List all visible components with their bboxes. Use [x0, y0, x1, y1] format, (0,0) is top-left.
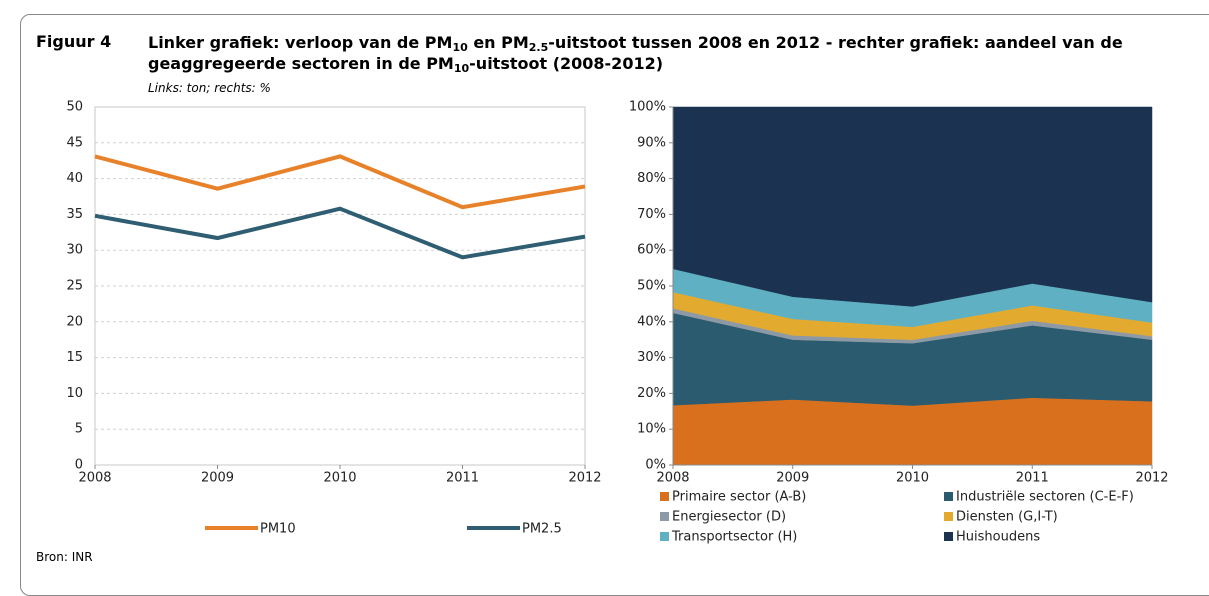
- line-series: [94, 206, 586, 260]
- y-tick-label: 0: [75, 458, 83, 473]
- subtitle: Links: ton; rechts: %: [148, 81, 271, 95]
- y-tick-label: 30: [66, 243, 83, 258]
- page: Figuur 4 Linker grafiek: verloop van de …: [20, 14, 1209, 596]
- y-tick-label: 50: [66, 100, 83, 115]
- figure-title: Linker grafiek: verloop van de PM10 en P…: [148, 32, 1206, 74]
- title-part: 2.5: [528, 41, 549, 54]
- legend-swatch: [944, 492, 953, 501]
- figure-label: Figuur 4: [36, 32, 112, 51]
- legend-swatch: [944, 532, 953, 541]
- title-part: Linker grafiek: verloop van de PM: [148, 33, 453, 52]
- x-tick-label: 2010: [323, 471, 356, 486]
- x-tick-label: 2012: [1135, 471, 1168, 486]
- x-tick-label: 2008: [78, 471, 111, 486]
- title-part: 10: [452, 41, 468, 54]
- charts: 0 5 10 15 20 25 30 35 40 45 50 2008 2009 2010 2011 2012…: [66, 100, 1168, 545]
- y-tick-label: 0%: [645, 458, 666, 473]
- y-tick-label: 10%: [637, 422, 666, 437]
- x-tick-label: 2011: [1016, 471, 1049, 486]
- y-tick-label: 15: [66, 350, 83, 365]
- legend-label: PM2.5: [522, 522, 562, 537]
- y-tick-label: 90%: [637, 135, 666, 150]
- y-tick-label: 60%: [637, 243, 666, 258]
- x-tick-label: 2010: [896, 471, 929, 486]
- area-series: [672, 397, 1153, 466]
- y-tick-label: 70%: [637, 207, 666, 222]
- legend-swatch: [660, 532, 669, 541]
- y-tick-label: 10: [66, 386, 83, 401]
- y-tick-label: 100%: [629, 100, 666, 115]
- legend-label: PM10: [260, 522, 296, 537]
- y-tick-label: 20%: [637, 386, 666, 401]
- y-tick-label: 30%: [637, 350, 666, 365]
- legend-label: Primaire sector (A-B): [672, 490, 806, 505]
- y-tick-label: 40%: [637, 314, 666, 329]
- legend-label: Diensten (G,I-T): [956, 510, 1058, 525]
- source: Bron: INR: [36, 550, 93, 564]
- y-tick-label: 40: [66, 171, 83, 186]
- x-tick-label: 2011: [446, 471, 479, 486]
- title-part: -uitstoot tussen 2008 en 2012 - rechter …: [148, 33, 1123, 73]
- legend-label: Industriële sectoren (C-E-F): [956, 490, 1134, 505]
- y-tick-label: 45: [66, 135, 83, 150]
- legend-label: Energiesector (D): [672, 510, 786, 525]
- legend-swatch: [660, 512, 669, 521]
- legend-swatch: [944, 512, 953, 521]
- legend-label: Huishoudens: [956, 530, 1040, 545]
- y-tick-label: 80%: [637, 171, 666, 186]
- x-tick-label: 2008: [656, 471, 689, 486]
- line-series: [94, 154, 586, 210]
- y-tick-label: 35: [66, 207, 83, 222]
- x-tick-label: 2009: [776, 471, 809, 486]
- x-tick-label: 2009: [201, 471, 234, 486]
- title-part: 10: [453, 62, 470, 75]
- legend-label: Transportsector (H): [671, 530, 797, 545]
- title-part: -uitstoot (2008-2012): [469, 54, 664, 73]
- legend-swatch: [660, 492, 669, 501]
- area-series: [672, 106, 1153, 307]
- title-part: en PM: [467, 33, 529, 52]
- y-tick-label: 50%: [637, 279, 666, 294]
- x-tick-label: 2012: [568, 471, 601, 486]
- y-tick-label: 20: [66, 314, 83, 329]
- y-tick-label: 25: [66, 279, 83, 294]
- y-tick-label: 5: [75, 422, 83, 437]
